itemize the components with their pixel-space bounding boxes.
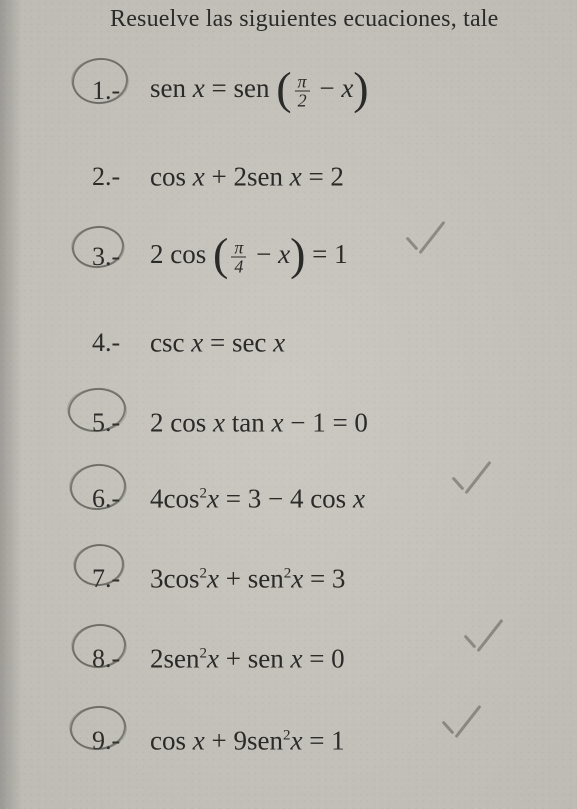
problem-number: 1.- (92, 76, 120, 106)
equation-expression: 2 cos (π4 − x) = 1 (150, 239, 348, 276)
equation-row: 1.- sen x = sen (π2 − x) (0, 52, 577, 130)
equation-row: 2.- cos x + 2sen x = 2 (0, 138, 577, 216)
equation-expression: 2sen2x + sen x = 0 (150, 644, 345, 675)
problem-number: 4.- (92, 328, 120, 358)
problem-number: 2.- (92, 162, 120, 192)
equation-expression: cos x + 2sen x = 2 (150, 162, 344, 193)
equation-row: 8.- 2sen2x + sen x = 0 (0, 620, 577, 698)
equation-row: 7.- 3cos2x + sen2x = 3 (0, 540, 577, 618)
equation-row: 4.- csc x = sec x (0, 304, 577, 382)
equation-expression: sen x = sen (π2 − x) (150, 73, 369, 110)
problem-number: 7.- (92, 564, 120, 594)
equation-row: 5.- 2 cos x tan x − 1 = 0 (0, 384, 577, 462)
equation-expression: 2 cos x tan x − 1 = 0 (150, 408, 368, 439)
worksheet-page: Resuelve las siguientes ecuaciones, tale… (0, 0, 577, 809)
equation-row: 3.- 2 cos (π4 − x) = 1 (0, 218, 577, 296)
equation-expression: csc x = sec x (150, 328, 285, 359)
problem-number: 5.- (92, 408, 120, 438)
problem-number: 3.- (92, 242, 120, 272)
problem-number: 9.- (92, 726, 120, 756)
equation-expression: 4cos2x = 3 − 4 cos x (150, 484, 365, 515)
page-title: Resuelve las siguientes ecuaciones, tale (110, 6, 499, 33)
problem-number: 8.- (92, 644, 120, 674)
problem-number: 6.- (92, 484, 120, 514)
equation-expression: 3cos2x + sen2x = 3 (150, 564, 345, 595)
equation-row: 6.- 4cos2x = 3 − 4 cos x (0, 460, 577, 538)
equation-row: 9.- cos x + 9sen2x = 1 (0, 702, 577, 780)
equation-expression: cos x + 9sen2x = 1 (150, 726, 345, 757)
